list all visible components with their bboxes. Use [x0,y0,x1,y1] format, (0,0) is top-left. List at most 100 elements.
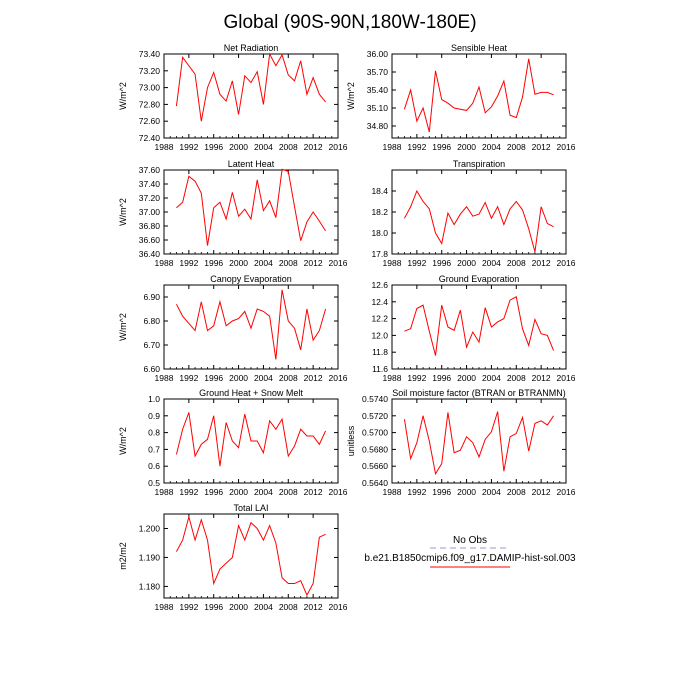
panel-9: Total LAI 1988 1992 1996 2000 2004 2008 2012 201… [118,503,348,612]
panel-3-xtick-label: 2004 [254,258,273,268]
panel-5-xtick-label: 2016 [329,373,348,383]
panel-3-ylabel: W/m^2 [118,198,128,226]
panel-9-xtick-label: 1992 [179,602,198,612]
panel-3-ytick-label: 37.40 [139,179,161,189]
panel-6-xtick-label: 1988 [383,373,402,383]
panel-4-title: Transpiration [453,159,505,169]
panel-1-title: Net Radiation [224,43,279,53]
panel-9-xtick-label: 2004 [254,602,273,612]
panel-6-frame [391,284,567,370]
legend: No Obs b.e21.B1850cmip6.f09_g17.DAMIP-hi… [364,535,576,568]
panel-1-xtick-label: 2008 [279,142,298,152]
panel-1-ylabel: W/m^2 [118,82,128,110]
panel-4-xtick-label: 1988 [383,258,402,268]
panel-7-xtick-label: 1992 [179,487,198,497]
panel-8-xtick-label: 2004 [482,487,501,497]
panel-5-ytick-label: 6.80 [143,316,160,326]
panel-3-ytick-label: 37.60 [139,165,161,175]
panel-8-xtick-label: 1996 [432,487,451,497]
panel-9-ylabel: m2/m2 [118,542,128,570]
panel-4-ytick-label: 17.8 [371,249,388,259]
panel-2-xtick-label: 2000 [457,142,476,152]
panel-3-xtick-label: 1988 [155,258,174,268]
panel-7-xtick-label: 2004 [254,487,273,497]
panel-5-xtick-label: 2012 [304,373,323,383]
panel-1-ytick-label: 72.80 [139,99,161,109]
panel-3-title: Latent Heat [228,159,275,169]
panel-9-ytick-label: 1.200 [139,523,161,533]
panel-6-ytick-label: 12.6 [371,280,388,290]
panel-6-title: Ground Evaporation [439,274,520,284]
panel-4-ytick-label: 18.0 [371,228,388,238]
panel-2: Sensible Heat 1988 1992 1996 2000 2004 2008 201… [346,43,576,152]
legend-model-label: b.e21.B1850cmip6.f09_g17.DAMIP-hist-sol.… [364,553,576,564]
panel-5: Canopy Evaporation 1988 1992 1996 2000 2004 20… [118,274,348,383]
panel-6-ytick-label: 12.4 [371,297,388,307]
panel-2-xtick-label: 1992 [407,142,426,152]
panel-8-xtick-label: 1988 [383,487,402,497]
panel-2-xtick-label: 2004 [482,142,501,152]
panel-7-xtick-label: 2016 [329,487,348,497]
panel-3-ytick-label: 36.40 [139,249,161,259]
panel-8-ytick-label: 0.5640 [362,478,388,488]
panel-9-xtick-label: 2012 [304,602,323,612]
panel-9-series-line [175,514,326,597]
panel-1-xtick-label: 1992 [179,142,198,152]
panel-3: Latent Heat 1988 1992 1996 2000 2004 2008 2012 2… [118,159,348,268]
panel-7-ytick-label: 0.7 [148,444,160,454]
panel-4-series-line [403,189,554,253]
panel-8: Soil moisture factor (BTRAN or BTRANMN) 1… [346,388,576,497]
panel-6-xtick-label: 2016 [557,373,576,383]
panel-2-series-line [403,58,554,133]
panel-9-ytick-label: 1.190 [139,552,161,562]
panel-9-xtick-label: 1988 [155,602,174,612]
panel-1-series-line [175,52,326,122]
panel-7-series-line [175,412,327,467]
panel-3-xtick-label: 1996 [204,258,223,268]
panel-3-ytick-label: 37.20 [139,193,161,203]
panel-5-xtick-label: 2004 [254,373,273,383]
panel-2-xtick-label: 1988 [383,142,402,152]
panel-7: Ground Heat + Snow Melt 1988 1992 1996 2000 2… [118,388,348,497]
panel-4: Transpiration 1988 1992 1996 2000 2004 2008 201… [371,159,575,268]
panel-2-title: Sensible Heat [451,43,508,53]
panel-8-ytick-label: 0.5660 [362,461,388,471]
panel-2-ylabel: W/m^2 [346,82,356,110]
panel-8-xtick-label: 2016 [557,487,576,497]
panel-7-ytick-label: 0.8 [148,428,160,438]
panel-7-xtick-label: 1988 [155,487,174,497]
panel-5-xtick-label: 1996 [204,373,223,383]
panel-8-title: Soil moisture factor (BTRAN or BTRANMN) [392,388,566,398]
panel-6-ytick-label: 11.8 [372,347,388,357]
panel-8-ylabel: unitless [346,425,356,456]
panel-7-ytick-label: 0.9 [148,411,160,421]
panel-2-xtick-label: 1996 [432,142,451,152]
panel-3-series-line [176,168,326,246]
panel-2-ytick-label: 35.70 [367,67,389,77]
panel-4-xtick-label: 1992 [407,258,426,268]
panel-7-ylabel: W/m^2 [118,427,128,455]
panel-5-ytick-label: 6.70 [143,340,160,350]
panel-1-xtick-label: 1988 [155,142,174,152]
panel-6-xtick-label: 1992 [407,373,426,383]
panel-2-xtick-label: 2012 [532,142,551,152]
panel-3-ytick-label: 36.60 [139,235,161,245]
panel-5-ytick-label: 6.90 [143,292,160,302]
panel-8-ytick-label: 0.5740 [362,394,388,404]
panel-5-xtick-label: 2008 [279,373,298,383]
panel-1-xtick-label: 1996 [204,142,223,152]
panel-5-ytick-label: 6.60 [143,364,160,374]
panel-3-xtick-label: 2000 [229,258,248,268]
panel-2-frame [391,53,567,139]
panel-6-ytick-label: 11.6 [372,364,388,374]
panel-6-ytick-label: 12.0 [371,330,388,340]
panel-6-xtick-label: 2000 [457,373,476,383]
panel-9-ytick-label: 1.180 [139,581,161,591]
panel-7-xtick-label: 1996 [204,487,223,497]
panel-9-xtick-label: 2016 [329,602,348,612]
panel-4-ytick-label: 18.2 [371,207,388,217]
panel-9-title: Total LAI [233,503,268,513]
panel-4-ytick-label: 18.4 [371,186,388,196]
panel-3-ytick-label: 36.80 [139,221,161,231]
panel-7-xtick-label: 2000 [229,487,248,497]
